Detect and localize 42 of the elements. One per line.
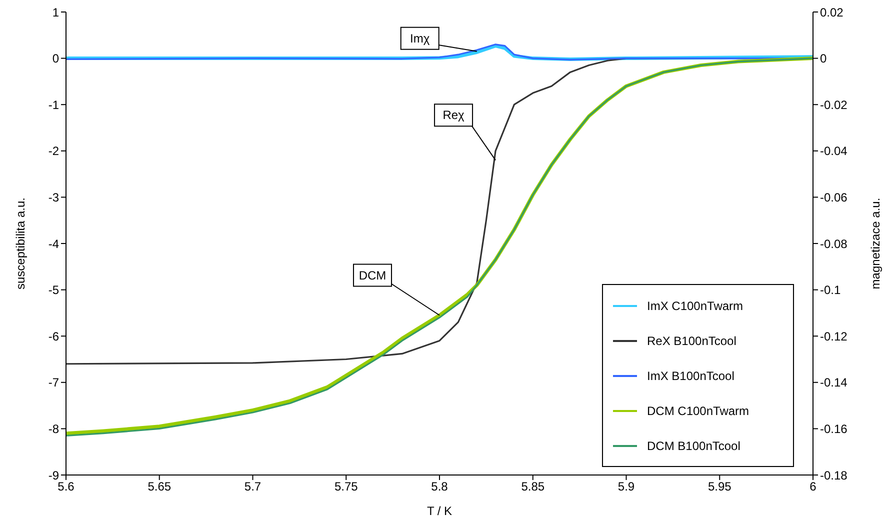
y2-tick-label: -0.18 <box>820 468 848 482</box>
legend-label: ReX B100nTcool <box>647 334 736 348</box>
x-tick-label: 5.75 <box>334 480 358 494</box>
annotation: Reχ <box>442 108 466 122</box>
annotation: DCM <box>358 268 386 282</box>
y2-tick-label: -0.16 <box>820 422 848 436</box>
y-tick-label: 0 <box>52 52 60 66</box>
x-axis-title: T / K <box>426 504 452 518</box>
y-tick-label: -6 <box>48 329 60 344</box>
legend-label: ImX B100nTcool <box>647 368 734 382</box>
y-tick-label: -2 <box>48 144 60 158</box>
y2-tick-label: -0.14 <box>820 376 848 390</box>
y2-axis-title: magnetizace a.u. <box>868 198 882 290</box>
x-tick-label: 5.7 <box>244 480 262 494</box>
y2-tick-label: -0.04 <box>820 144 848 158</box>
legend-label: ImX C100nTwarm <box>647 298 744 312</box>
y2-tick-label: -0.08 <box>820 236 848 251</box>
x-tick-label: 5.85 <box>521 480 545 494</box>
x-tick-label: 5.8 <box>431 480 448 494</box>
y-tick-label: -3 <box>48 190 60 204</box>
y-tick-label: -8 <box>48 422 60 436</box>
y2-tick-label: -0.02 <box>820 98 848 112</box>
y2-tick-label: -0.06 <box>820 190 848 204</box>
legend-label: DCM B100nTcool <box>647 438 740 452</box>
x-tick-label: 5.95 <box>708 480 732 494</box>
x-tick-label: 6 <box>810 480 817 494</box>
y2-tick-label: -0.1 <box>820 283 842 298</box>
y-tick-label: -9 <box>48 468 60 482</box>
x-tick-label: 5.6 <box>58 480 75 494</box>
x-tick-label: 5.65 <box>148 480 172 494</box>
y-tick-label: -7 <box>48 376 60 390</box>
y-tick-label: -4 <box>48 236 60 251</box>
y-tick-label: -1 <box>48 98 60 112</box>
y-tick-label: 1 <box>52 5 60 20</box>
legend-label: DCM C100nTwarm <box>647 404 750 418</box>
y2-tick-label: -0.12 <box>820 329 848 344</box>
y-tick-label: -5 <box>48 283 60 298</box>
y2-tick-label: 0.02 <box>820 5 844 20</box>
annotation: Imχ <box>410 31 430 46</box>
y2-tick-label: 0 <box>820 52 827 66</box>
y-axis-title: susceptibilita a.u. <box>13 197 28 290</box>
x-tick-label: 5.9 <box>618 480 635 494</box>
